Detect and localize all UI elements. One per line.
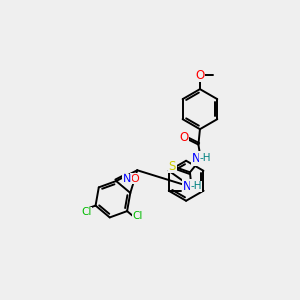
Text: N: N <box>182 180 191 193</box>
Text: S: S <box>169 160 176 172</box>
Text: -H: -H <box>200 153 211 164</box>
Text: Cl: Cl <box>133 211 143 221</box>
Text: O: O <box>195 69 205 82</box>
Text: N: N <box>123 174 131 184</box>
Text: -H: -H <box>190 181 202 191</box>
Text: N: N <box>192 152 200 165</box>
Text: O: O <box>179 131 188 144</box>
Text: Cl: Cl <box>81 207 92 217</box>
Text: O: O <box>130 174 139 184</box>
